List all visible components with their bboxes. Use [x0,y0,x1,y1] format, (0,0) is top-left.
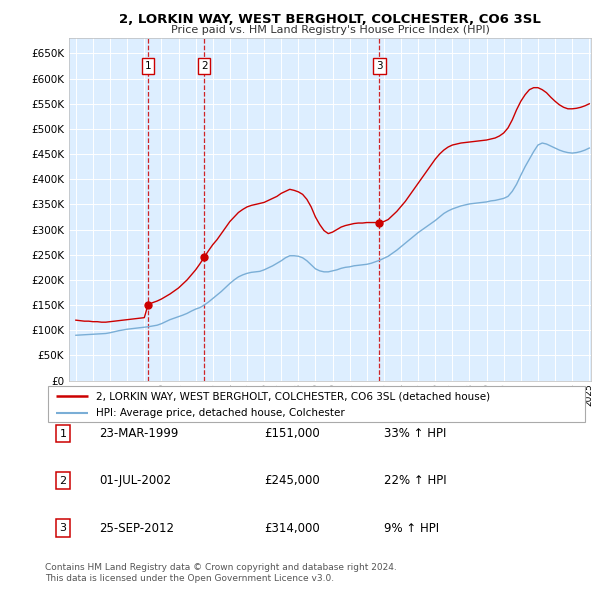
Text: 3: 3 [376,61,383,71]
Text: Price paid vs. HM Land Registry's House Price Index (HPI): Price paid vs. HM Land Registry's House … [170,25,490,35]
Text: 3: 3 [59,523,67,533]
Text: £245,000: £245,000 [264,474,320,487]
Text: 25-SEP-2012: 25-SEP-2012 [99,522,174,535]
Text: 1: 1 [145,61,151,71]
Text: 9% ↑ HPI: 9% ↑ HPI [384,522,439,535]
Text: £151,000: £151,000 [264,427,320,440]
Text: 22% ↑ HPI: 22% ↑ HPI [384,474,446,487]
Text: 33% ↑ HPI: 33% ↑ HPI [384,427,446,440]
Text: 2: 2 [59,476,67,486]
Text: 23-MAR-1999: 23-MAR-1999 [99,427,178,440]
Text: 2, LORKIN WAY, WEST BERGHOLT, COLCHESTER, CO6 3SL: 2, LORKIN WAY, WEST BERGHOLT, COLCHESTER… [119,13,541,26]
FancyBboxPatch shape [48,386,585,422]
Text: 01-JUL-2002: 01-JUL-2002 [99,474,171,487]
Text: Contains HM Land Registry data © Crown copyright and database right 2024.: Contains HM Land Registry data © Crown c… [45,563,397,572]
Text: 1: 1 [59,429,67,438]
Text: 2, LORKIN WAY, WEST BERGHOLT, COLCHESTER, CO6 3SL (detached house): 2, LORKIN WAY, WEST BERGHOLT, COLCHESTER… [97,391,490,401]
Text: HPI: Average price, detached house, Colchester: HPI: Average price, detached house, Colc… [97,408,345,418]
Text: 2: 2 [201,61,208,71]
Text: £314,000: £314,000 [264,522,320,535]
Text: This data is licensed under the Open Government Licence v3.0.: This data is licensed under the Open Gov… [45,573,334,583]
